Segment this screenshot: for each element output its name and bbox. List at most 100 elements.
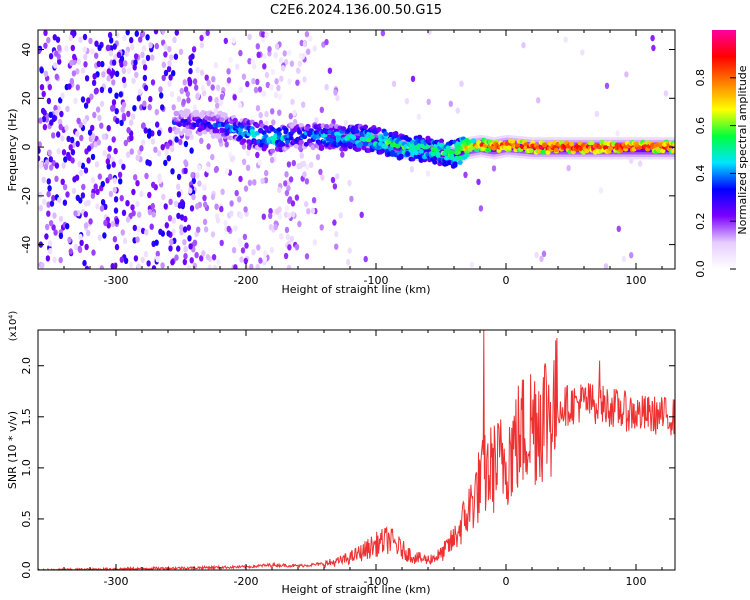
heatmap-band-cell bbox=[657, 156, 660, 160]
heatmap-noise-cell bbox=[206, 79, 211, 87]
heatmap-band-cell bbox=[637, 149, 640, 153]
heatmap-band-cell bbox=[570, 137, 573, 140]
heatmap-band-cell bbox=[497, 153, 500, 157]
heatmap-noise-cell bbox=[183, 253, 188, 260]
heatmap-band-cell bbox=[377, 137, 380, 141]
heatmap-band-cell bbox=[671, 137, 675, 140]
heatmap-noise-cell bbox=[96, 139, 102, 146]
heatmap-band-cell bbox=[637, 151, 640, 155]
x-tick-label: -300 bbox=[104, 575, 129, 588]
heatmap-noise-cell bbox=[304, 200, 309, 208]
heatmap-band-cell bbox=[650, 139, 653, 143]
heatmap-noise-cell bbox=[170, 145, 175, 153]
heatmap-noise-cell bbox=[123, 60, 128, 67]
heatmap-noise-cell bbox=[54, 162, 60, 169]
heatmap-ridge-cell bbox=[413, 150, 419, 156]
heatmap-noise-cell bbox=[260, 36, 266, 43]
heatmap-noise-cell bbox=[58, 123, 63, 131]
heatmap-noise-cell bbox=[46, 190, 51, 198]
heatmap-noise-cell bbox=[106, 222, 111, 229]
heatmap-band-cell bbox=[575, 139, 578, 143]
heatmap-band-cell bbox=[567, 154, 570, 157]
heatmap-band-cell bbox=[405, 157, 408, 160]
heatmap-noise-cell bbox=[213, 166, 219, 173]
heatmap-ridge-cell bbox=[185, 108, 191, 114]
heatmap-noise-cell bbox=[363, 255, 368, 263]
heatmap-noise-cell bbox=[113, 54, 118, 61]
heatmap-band-cell bbox=[554, 137, 558, 140]
heatmap-noise-cell bbox=[111, 161, 116, 168]
heatmap-ridge-cell bbox=[193, 109, 200, 115]
heatmap-band-cell bbox=[537, 137, 540, 140]
heatmap-noise-cell bbox=[84, 243, 89, 251]
heatmap-noise-cell bbox=[276, 84, 281, 92]
heatmap-band-cell bbox=[559, 156, 562, 160]
heatmap-ridge-cell bbox=[383, 131, 389, 137]
heatmap-noise-cell bbox=[163, 159, 168, 167]
heatmap-noise-cell bbox=[187, 265, 192, 269]
heatmap-noise-cell bbox=[539, 255, 544, 262]
heatmap-band-cell bbox=[618, 139, 621, 143]
heatmap-band-cell bbox=[525, 153, 528, 157]
heatmap-band-cell bbox=[417, 153, 420, 156]
heatmap-band-cell bbox=[617, 156, 620, 160]
heatmap-band-cell bbox=[554, 154, 558, 157]
heatmap-band-cell bbox=[529, 156, 533, 160]
heatmap-noise-cell bbox=[448, 100, 453, 108]
heatmap-band-cell bbox=[562, 151, 565, 155]
heatmap-noise-cell bbox=[290, 211, 296, 218]
heatmap-noise-cell bbox=[118, 91, 124, 98]
heatmap-noise-cell bbox=[153, 30, 159, 35]
heatmap-band-cell bbox=[598, 137, 601, 140]
heatmap-noise-cell bbox=[125, 151, 131, 158]
heatmap-noise-cell bbox=[54, 50, 59, 57]
heatmap-band-cell bbox=[514, 135, 517, 139]
heatmap-band-cell bbox=[506, 134, 509, 138]
heatmap-noise-cell bbox=[183, 246, 188, 253]
heatmap-band-cell bbox=[531, 154, 534, 157]
heatmap-noise-cell bbox=[246, 149, 251, 157]
heatmap-band-cell bbox=[476, 137, 480, 141]
heatmap-noise-cell bbox=[70, 157, 75, 164]
heatmap-band-cell bbox=[520, 136, 523, 139]
heatmap-band-cell bbox=[467, 156, 470, 160]
heatmap-noise-cell bbox=[45, 223, 50, 231]
heatmap-noise-cell bbox=[267, 46, 272, 53]
heatmap-noise-cell bbox=[38, 117, 43, 124]
heatmap-band-cell bbox=[590, 156, 593, 160]
heatmap-band-cell bbox=[490, 156, 494, 159]
heatmap-noise-cell bbox=[73, 210, 78, 217]
heatmap-ridge-cell bbox=[340, 126, 347, 131]
heatmap-band-cell bbox=[604, 154, 607, 157]
heatmap-noise-cell bbox=[77, 160, 82, 168]
heatmap-band-cell bbox=[383, 151, 386, 155]
heatmap-band-cell bbox=[487, 136, 490, 139]
heatmap-noise-cell bbox=[261, 213, 266, 220]
heatmap-band-cell bbox=[570, 156, 573, 160]
heatmap-noise-cell bbox=[62, 199, 68, 206]
heatmap-noise-cell bbox=[42, 198, 47, 205]
heatmap-band-cell bbox=[576, 151, 579, 155]
heatmap-noise-cell bbox=[80, 67, 86, 74]
heatmap-noise-cell bbox=[42, 123, 48, 131]
heatmap-ridge-cell bbox=[318, 144, 325, 149]
heatmap-band-cell bbox=[651, 154, 654, 157]
heatmap-noise-cell bbox=[186, 224, 191, 231]
heatmap-band-cell bbox=[618, 142, 621, 145]
heatmap-band-cell bbox=[514, 140, 517, 144]
heatmap-noise-cell bbox=[113, 196, 119, 203]
heatmap-noise-cell bbox=[82, 46, 87, 53]
heatmap-noise-cell bbox=[109, 37, 114, 44]
heatmap-noise-cell bbox=[119, 61, 124, 68]
heatmap-noise-cell bbox=[284, 189, 290, 197]
heatmap-band-cell bbox=[650, 151, 653, 155]
heatmap-noise-cell bbox=[195, 203, 200, 210]
heatmap-noise-cell bbox=[624, 71, 629, 78]
heatmap-ridge-cell bbox=[232, 117, 238, 123]
heatmap-band-cell bbox=[593, 137, 597, 140]
heatmap-band-cell bbox=[639, 137, 642, 140]
heatmap-band-cell bbox=[665, 154, 668, 157]
heatmap-noise-cell bbox=[94, 161, 100, 168]
heatmap-band-cell bbox=[487, 153, 490, 156]
